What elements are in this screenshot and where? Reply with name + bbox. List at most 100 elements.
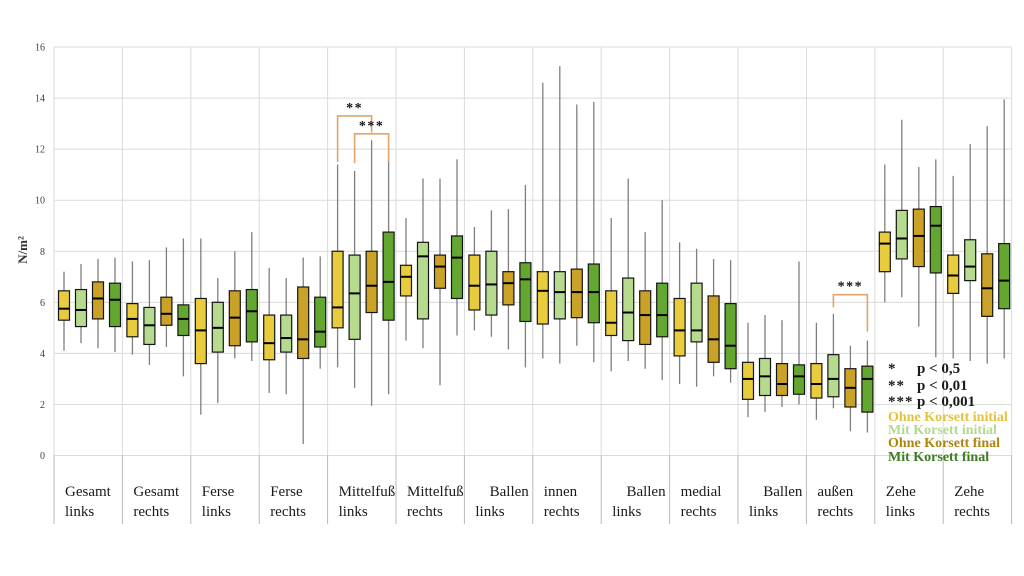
y-tick-label: 14 [35, 94, 45, 105]
significance-stars: *** [359, 119, 385, 134]
box-ohne-korsett-final [160, 296, 173, 326]
legend-sig-row: *** p < 0,001 [888, 394, 1024, 411]
legend-series-ohne-korsett-final: Ohne Korsett final [888, 436, 1000, 452]
box-ohne-korsett-final [91, 281, 105, 320]
box-mit-korsett-initial [690, 282, 703, 343]
y-tick-label: 8 [40, 247, 45, 258]
x-label-line1: Mittelfuß [339, 484, 396, 500]
legend-sig-row: * p < 0,5 [888, 361, 1024, 378]
x-label-line1: Gesamt [133, 484, 180, 500]
box-mit-korsett-final [314, 296, 327, 348]
box-ohne-korsett-final [297, 286, 310, 360]
y-tick-label: 0 [40, 451, 45, 462]
box-mit-korsett-initial [895, 209, 908, 260]
box-mit-korsett-final [177, 304, 190, 337]
x-label-line1: Mittelfuß [407, 484, 464, 500]
box-ohne-korsett-initial [810, 362, 823, 399]
x-label-line2: links [202, 504, 231, 520]
box-ohne-korsett-final [707, 295, 720, 363]
box-mit-korsett-final [382, 231, 395, 321]
box-ohne-korsett-final [502, 271, 515, 306]
box-mit-korsett-final [245, 288, 258, 343]
box-mit-korsett-final [587, 263, 600, 324]
box-ohne-korsett-final [365, 250, 378, 314]
sig-stars-3: *** [888, 394, 914, 410]
box-mit-korsett-final [792, 364, 806, 395]
significance-stars: ** [346, 101, 363, 116]
box-mit-korsett-final [998, 242, 1011, 310]
x-label-line1: Gesamt [65, 484, 112, 500]
y-tick-label: 2 [40, 400, 45, 411]
significance-bracket [832, 293, 869, 332]
y-axis-title: N/m² [15, 236, 30, 264]
x-label-line2: rechts [407, 504, 443, 520]
x-label-line1: außen [817, 484, 853, 500]
x-label-line2: links [475, 504, 504, 520]
x-label-line2: rechts [544, 504, 580, 520]
box-mit-korsett-final [656, 282, 669, 338]
y-tick-label: 6 [40, 298, 45, 309]
box-mit-korsett-initial [964, 239, 977, 282]
box-mit-korsett-initial [348, 254, 361, 340]
box-ohne-korsett-final [912, 208, 925, 268]
legend-series-mit-korsett-final: Mit Korsett final [888, 449, 990, 465]
sig-label-2: p < 0,01 [917, 377, 968, 394]
box-ohne-korsett-initial [331, 250, 344, 329]
box-ohne-korsett-initial [57, 290, 71, 321]
legend-series-ohne-korsett-initial: Ohne Korsett initial [888, 409, 1008, 425]
box-ohne-korsett-final [775, 362, 789, 397]
box-ohne-korsett-final [433, 254, 447, 289]
box-mit-korsett-final [108, 282, 122, 328]
x-label-line1: Ballen [626, 484, 666, 500]
x-label-line1: Ferse [202, 484, 235, 500]
x-label-line2: rechts [817, 504, 853, 520]
box-ohne-korsett-initial [673, 297, 686, 357]
x-label-line2: rechts [681, 504, 717, 520]
y-tick-label: 12 [35, 145, 45, 156]
box-ohne-korsett-initial [536, 271, 549, 325]
sig-label-3: p < 0,001 [917, 394, 976, 410]
box-mit-korsett-initial [74, 288, 88, 328]
box-ohne-korsett-initial [947, 254, 960, 294]
x-label-line2: links [339, 504, 368, 520]
significance-bracket [353, 133, 390, 164]
legend: * p < 0,5 ** p < 0,01 *** p < 0,001 Ohne Ko… [888, 361, 1024, 464]
x-label-line2: links [65, 504, 94, 520]
box-ohne-korsett-initial [741, 361, 755, 400]
x-label-line2: links [612, 504, 641, 520]
box-ohne-korsett-initial [399, 264, 413, 297]
legend-series-mit-korsett-initial: Mit Korsett initial [888, 422, 997, 438]
box-mit-korsett-initial [485, 250, 498, 316]
box-mit-korsett-initial [416, 241, 430, 320]
box-ohne-korsett-initial [878, 231, 891, 273]
x-label-line2: links [886, 504, 915, 520]
x-label-line1: Ferse [270, 484, 303, 500]
y-tick-label: 4 [40, 349, 45, 360]
legend-sig-row: ** p < 0,01 [888, 378, 1024, 395]
x-label-line2: rechts [270, 504, 306, 520]
y-tick-label: 16 [35, 43, 45, 54]
box-ohne-korsett-final [981, 253, 994, 317]
box-ohne-korsett-final [639, 290, 652, 346]
x-label-line2: rechts [954, 504, 990, 520]
sig-stars-2: ** [888, 377, 905, 394]
x-label-line1: innen [544, 484, 578, 500]
sig-label-1: p < 0,5 [917, 361, 961, 377]
box-mit-korsett-final [861, 365, 874, 413]
box-ohne-korsett-initial [468, 254, 481, 311]
significance-bracket [336, 115, 373, 162]
x-label-line1: Zehe [886, 484, 916, 500]
box-ohne-korsett-initial [605, 290, 618, 337]
box-mit-korsett-initial [622, 277, 635, 342]
box-mit-korsett-final [724, 302, 737, 370]
significance-stars: *** [838, 280, 864, 295]
x-label-line1: medial [681, 484, 722, 500]
box-mit-korsett-final [450, 235, 464, 300]
box-ohne-korsett-initial [126, 302, 139, 338]
box-mit-korsett-final [929, 205, 942, 274]
box-mit-korsett-initial [827, 354, 840, 398]
x-label-line2: links [749, 504, 778, 520]
x-label-line1: Zehe [954, 484, 984, 500]
